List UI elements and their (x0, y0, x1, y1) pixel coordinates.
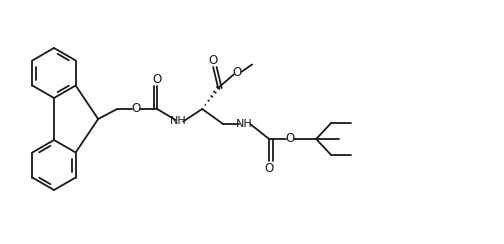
Text: NH: NH (236, 119, 253, 129)
Text: O: O (153, 73, 162, 86)
Text: O: O (286, 132, 295, 145)
Text: O: O (208, 53, 217, 67)
Text: NH: NH (170, 116, 186, 126)
Text: O: O (232, 65, 242, 79)
Text: O: O (132, 102, 141, 115)
Text: O: O (265, 162, 274, 175)
